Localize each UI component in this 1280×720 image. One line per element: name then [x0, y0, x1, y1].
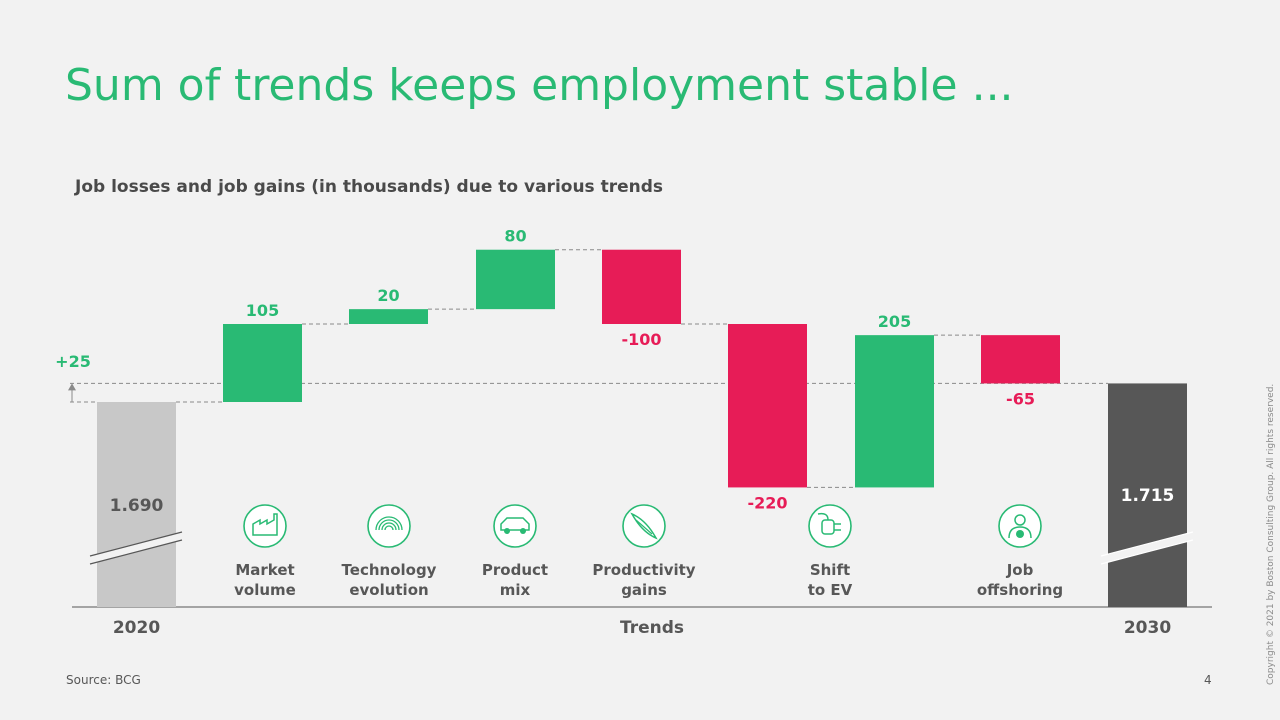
x-label-start: 2020 — [113, 618, 160, 638]
category-label-productivity: gains — [621, 581, 667, 599]
ev-plug-icon-circle — [808, 504, 852, 548]
worker-head — [1014, 514, 1026, 526]
x-label-end: 2030 — [1124, 618, 1171, 638]
end-bar-value-label: 1.715 — [1121, 486, 1175, 506]
axis-break-mark — [89, 532, 183, 564]
ev-plug-icon — [808, 504, 852, 548]
bar-product — [476, 249, 555, 310]
axis-break-line — [1100, 531, 1194, 557]
chart-subtitle: Job losses and job gains (in thousands) … — [75, 177, 664, 197]
worker-globe-icon-circle — [998, 504, 1042, 548]
category-label-offshoring: Job — [1006, 561, 1034, 579]
page-number: 4 — [1204, 673, 1212, 687]
wing-icon — [622, 504, 666, 548]
axis-break-line — [89, 539, 183, 565]
net-change-label: +25 — [55, 352, 91, 371]
car-wheel — [504, 528, 510, 534]
wing-shape — [630, 512, 658, 540]
axis-break-line — [89, 531, 183, 557]
category-label-product: mix — [500, 581, 531, 599]
factory-icon — [243, 504, 287, 548]
globe-shape — [1016, 530, 1024, 538]
wing-icon-circle — [622, 504, 666, 548]
axis-break-mark — [1100, 532, 1194, 564]
category-label-ev-loss: Shift — [810, 561, 850, 579]
bar-ev-gain — [855, 335, 934, 488]
fingerprint-arc — [384, 525, 394, 531]
bar-market — [223, 324, 302, 402]
bar-value-label-ev-gain: 205 — [878, 312, 911, 331]
axis-break-line — [1100, 539, 1194, 565]
fingerprint-arc — [375, 516, 403, 531]
category-label-product: Product — [482, 561, 548, 579]
bar-value-label-market: 105 — [246, 301, 279, 320]
worker-globe-icon — [998, 504, 1042, 548]
bar-productivity — [602, 249, 681, 324]
fingerprint-arc — [381, 522, 397, 531]
start-bar-2020 — [97, 402, 176, 607]
fingerprint-arc — [378, 519, 400, 531]
bar-tech — [349, 309, 428, 324]
car-icon-circle — [493, 504, 537, 548]
net-change-arrow-head — [68, 383, 76, 391]
bar-value-label-ev-loss: -220 — [747, 493, 787, 512]
category-label-market: Market — [235, 561, 294, 579]
copyright-note: Copyright © 2021 by Boston Consulting Gr… — [1266, 383, 1276, 685]
category-label-ev-loss: to EV — [808, 581, 853, 599]
car-body — [500, 517, 530, 531]
category-label-productivity: Productivity — [592, 561, 695, 579]
source-note: Source: BCG — [66, 673, 141, 687]
category-label-market: volume — [234, 581, 296, 599]
car-icon — [493, 504, 537, 548]
car-wheel — [520, 528, 526, 534]
factory-icon-circle — [243, 504, 287, 548]
page-title: Sum of trends keeps employment stable ..… — [65, 60, 1014, 111]
bar-value-label-productivity: -100 — [621, 330, 661, 349]
wing-feather — [635, 519, 653, 535]
bar-offshoring — [981, 335, 1060, 384]
worker-body — [1008, 526, 1032, 539]
bar-value-label-product: 80 — [504, 227, 526, 246]
plug-cable — [817, 512, 829, 521]
end-bar-2030 — [1108, 383, 1187, 607]
category-label-tech: Technology — [342, 561, 437, 579]
factory-shape — [252, 513, 278, 536]
x-label-trends: Trends — [620, 618, 684, 638]
fingerprint-icon — [367, 504, 411, 548]
category-label-offshoring: offshoring — [977, 581, 1063, 599]
bar-value-label-tech: 20 — [377, 286, 399, 305]
category-label-tech: evolution — [349, 581, 428, 599]
bar-ev-loss — [728, 324, 807, 488]
bar-value-label-offshoring: -65 — [1006, 389, 1035, 408]
start-bar-value-label: 1.690 — [110, 496, 164, 516]
